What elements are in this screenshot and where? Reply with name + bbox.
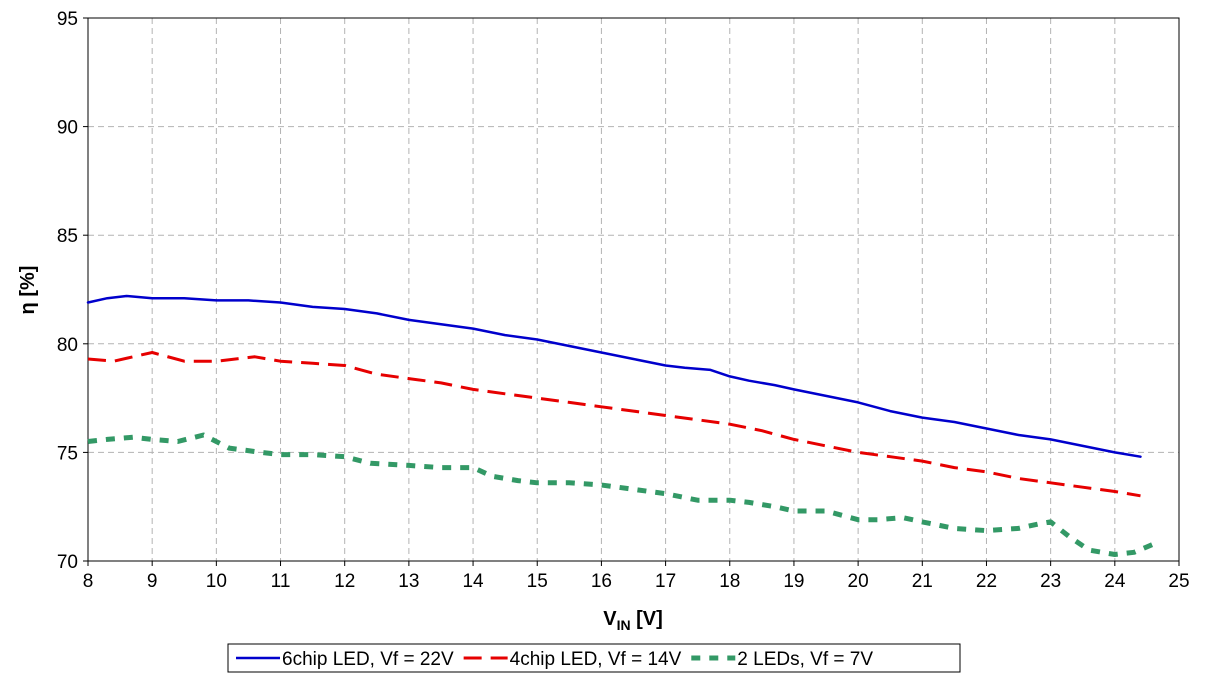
x-tick-label: 11 [271, 571, 291, 592]
legend-label-2: 4chip LED, Vf = 14V [510, 649, 682, 670]
series-line-1 [86, 294, 1142, 458]
legend-label-1: 6chip LED, Vf = 22V [282, 649, 454, 670]
x-tick-label: 10 [206, 571, 227, 592]
x-tick-label: 12 [334, 571, 355, 592]
series-line-2 [87, 351, 1141, 498]
x-tick-label: 22 [976, 571, 997, 592]
x-tick-label: 9 [147, 571, 158, 592]
legend-box [227, 643, 961, 673]
x-tick-label: 24 [1104, 571, 1126, 592]
tick-labels: 8 9 10 11 12 13 14 15 16 17 18 19 20 21 22 23 24 25 70 75 80… [57, 9, 1190, 592]
x-tick-label: 21 [912, 571, 933, 592]
y-tick-label: 90 [57, 118, 78, 139]
x-tick-label: 25 [1168, 571, 1189, 592]
y-axis-title: η [%] [17, 266, 39, 315]
grid [88, 18, 1179, 561]
x-tick-label: 14 [462, 571, 484, 592]
y-tick-label: 95 [57, 9, 78, 30]
x-tick-label: 18 [719, 571, 740, 592]
x-tick-label: 23 [1040, 571, 1061, 592]
x-tick-label: 20 [848, 571, 869, 592]
x-tick-label: 17 [655, 571, 676, 592]
legend: 6chip LED, Vf = 22V 4chip LED, Vf = 14V 2 … [227, 643, 961, 673]
plot-area-frame [87, 17, 1180, 562]
x-tick-label: 8 [83, 571, 94, 592]
y-tick-label: 70 [57, 552, 78, 573]
x-axis-title-suffix: [V] [631, 608, 663, 630]
x-axis-title: VIN [V] [603, 608, 663, 633]
x-tick-label: 16 [591, 571, 612, 592]
series [86, 294, 1161, 557]
x-axis-title-subscript: IN [617, 617, 631, 633]
x-tick-label: 13 [398, 571, 419, 592]
x-tick-label: 15 [527, 571, 548, 592]
y-tick-label: 85 [57, 226, 78, 247]
series-line-3 [87, 432, 1161, 557]
x-tick-label: 19 [783, 571, 804, 592]
y-tick-label: 75 [57, 443, 78, 464]
legend-label-3: 2 LEDs, Vf = 7V [737, 649, 873, 670]
x-axis-title-main: V [603, 608, 617, 630]
y-tick-label: 80 [57, 335, 78, 356]
